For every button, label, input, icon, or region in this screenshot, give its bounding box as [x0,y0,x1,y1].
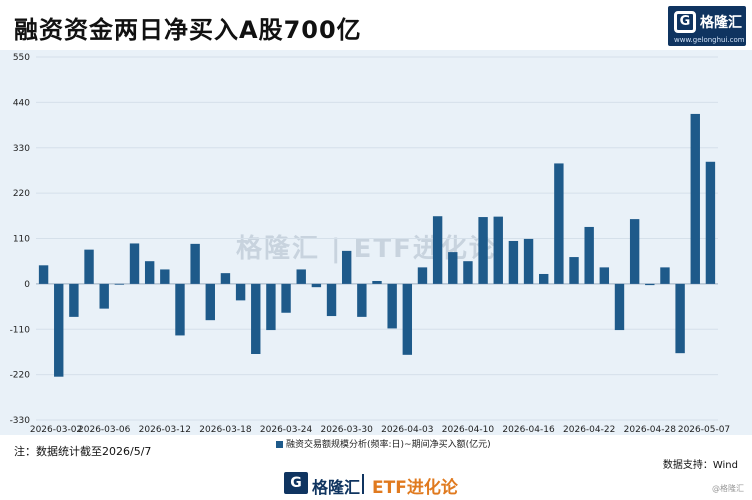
bar [205,283,215,321]
x-tick-label: 2026-04-03 [381,425,433,435]
brand-logo: G 格隆汇 www.gelonghui.com [668,6,746,46]
bar [38,265,49,284]
bar [508,240,519,284]
y-tick-label: 110 [13,235,30,245]
bar [357,283,367,317]
legend: 融资交易额规模分析(频率:日)~期间净买入额(亿元) [276,437,491,450]
y-tick-label: 0 [24,280,30,290]
bar [372,280,382,284]
x-tick-label: 2026-04-16 [502,425,555,435]
bar [175,283,185,336]
page-title: 融资资金两日净买入A股700亿 [14,16,362,44]
plot-background [0,50,752,435]
bar [539,273,549,284]
bar [144,261,155,284]
y-tick-label: 330 [13,144,30,154]
bar [402,283,413,355]
footer-etf-label: ETF进化论 [372,478,458,498]
x-tick-label: 2026-03-24 [260,425,313,435]
x-tick-label: 2026-04-28 [624,425,677,435]
bars [38,113,716,377]
bar [84,249,94,284]
x-tick-label: 2026-04-22 [563,425,615,435]
x-tick-label: 2026-03-06 [78,425,131,435]
bar [690,113,700,284]
bar [326,283,337,317]
bar [705,161,716,284]
y-tick-label: 220 [13,189,30,199]
data-source: 数据支持：Wind [662,460,738,471]
bar [296,269,306,284]
footer-logo-mark: G [284,472,308,494]
bar [54,283,64,377]
bar [629,219,640,284]
corner-watermark: @格隆汇 [712,484,744,493]
bar [523,238,534,284]
y-axis: -330 -220 -110 0 110 220 330 440 550 [10,53,718,426]
x-tick-label: 2026-03-02 [30,425,82,435]
bar [69,283,79,317]
x-tick-label: 2026-05-07 [678,425,730,435]
bar [251,283,261,354]
legend-swatch [276,441,283,448]
bar [387,283,397,329]
bar [645,283,655,286]
bar [478,217,488,284]
y-tick-label: -220 [10,371,31,381]
x-tick-label: 2026-03-18 [199,425,252,435]
bar [341,250,352,284]
brand-logo-mark: G [674,11,696,33]
bar [235,283,246,301]
gridlines [36,56,718,421]
bar [675,283,685,354]
bar [614,283,625,331]
bar [160,269,170,284]
bar [114,283,125,285]
x-tick-label: 2026-03-12 [139,425,191,435]
bar [311,283,322,288]
y-tick-label: -330 [10,416,31,426]
bar [220,273,231,284]
bar [493,216,503,284]
bar [281,283,291,313]
bar [448,252,458,284]
y-tick-label: 440 [13,98,30,108]
y-tick-label: 550 [13,53,30,63]
bar [569,257,579,284]
bar [554,163,564,284]
x-tick-label: 2026-03-30 [321,425,374,435]
bar [660,267,670,284]
footer: G 格隆汇 ETF进化论 [0,470,752,500]
bar [432,216,443,284]
footer-brand: 格隆汇 [312,478,361,497]
bar [266,283,276,331]
legend-label: 融资交易额规模分析(频率:日)~期间净买入额(亿元) [286,440,491,450]
bar [99,283,109,309]
bar [599,267,610,284]
data-note: 注：数据统计截至2026/5/7 [14,445,152,458]
brand-url: www.gelonghui.com [674,36,745,44]
bar [584,226,594,284]
bar [463,261,473,284]
y-tick-label: -110 [10,325,31,335]
bar [190,243,200,284]
bar [129,243,140,284]
footer-divider [362,474,364,494]
bar [417,267,428,284]
x-tick-label: 2026-04-10 [442,425,495,435]
brand-name: 格隆汇 [700,15,742,31]
